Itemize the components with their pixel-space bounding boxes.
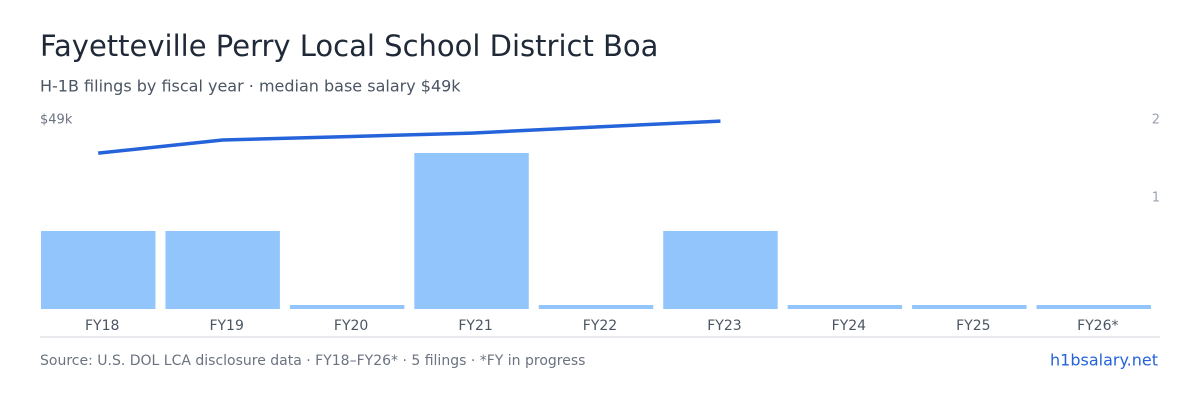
brand-link[interactable]: h1bsalary.net (1050, 351, 1158, 370)
x-tick-label: FY23 (707, 318, 741, 334)
x-tick-label: FY21 (458, 318, 492, 334)
salary-line (98, 119, 721, 155)
y2-tick-label: 1 (1152, 191, 1160, 206)
bar (1036, 305, 1151, 309)
source-note: Source: U.S. DOL LCA disclosure data · F… (40, 353, 585, 369)
bar (912, 305, 1027, 309)
chart-title: Fayetteville Perry Local School District… (40, 29, 658, 63)
bar (165, 231, 280, 309)
x-tick-label: FY25 (956, 318, 990, 334)
y-tick-label: $49k (40, 113, 73, 128)
bar (289, 305, 405, 309)
x-tick-label: FY24 (832, 318, 867, 334)
bar (414, 153, 529, 309)
x-tick-label: FY26* (1077, 318, 1118, 334)
y2-tick-label: 2 (1152, 113, 1160, 128)
bar (663, 231, 778, 309)
bar (41, 231, 156, 309)
chart-subtitle: H-1B filings by fiscal year · median bas… (40, 77, 461, 96)
x-tick-label: FY22 (583, 318, 617, 334)
x-tick-label: FY20 (334, 318, 368, 334)
bar (787, 305, 903, 309)
bar (538, 305, 654, 309)
x-tick-label: FY18 (85, 318, 119, 334)
x-tick-label: FY19 (209, 318, 243, 334)
